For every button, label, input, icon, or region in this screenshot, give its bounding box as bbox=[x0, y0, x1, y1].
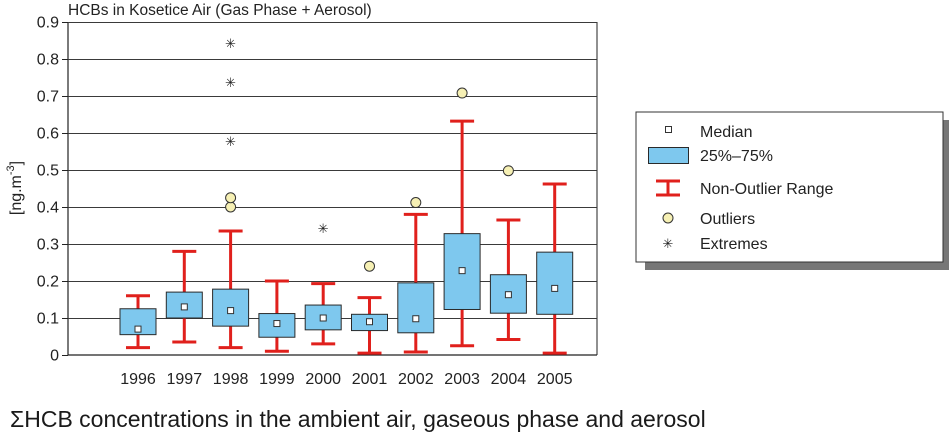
median-marker bbox=[551, 284, 559, 292]
x-tick-label: 2001 bbox=[352, 371, 388, 388]
plot-area: ✳ ✳ ✳ ✳ bbox=[119, 37, 574, 355]
outlier-point bbox=[410, 197, 422, 209]
chart-title: HCBs in Kosetice Air (Gas Phase + Aeroso… bbox=[68, 2, 372, 19]
outlier-point bbox=[502, 165, 514, 177]
box-group-2001 bbox=[351, 260, 388, 355]
x-tick-label: 2003 bbox=[444, 371, 480, 388]
iqr-box bbox=[397, 282, 435, 334]
y-axis-label: [ng.m-3] bbox=[5, 161, 25, 215]
y-tick-label: 0.3 bbox=[37, 237, 59, 254]
median-marker bbox=[458, 267, 466, 275]
extreme-point: ✳ bbox=[318, 222, 329, 237]
iqr-box bbox=[536, 251, 574, 315]
median-marker bbox=[134, 325, 142, 333]
x-tick-label: 1996 bbox=[120, 371, 156, 388]
legend-median-swatch bbox=[665, 126, 672, 133]
x-tick-label: 2002 bbox=[398, 371, 434, 388]
legend-range-label: Non-Outlier Range bbox=[700, 181, 834, 198]
legend-outliers-label: Outliers bbox=[700, 211, 755, 228]
median-marker bbox=[412, 315, 420, 323]
legend-median-label: Median bbox=[700, 124, 752, 141]
median-marker bbox=[273, 320, 281, 328]
median-marker bbox=[504, 291, 512, 299]
legend-whisker-swatch bbox=[656, 179, 680, 197]
extreme-point: ✳ bbox=[225, 76, 236, 91]
box-group-2003 bbox=[443, 87, 481, 348]
x-tick-label: 1997 bbox=[167, 371, 203, 388]
y-tick-label: 0.9 bbox=[37, 15, 59, 32]
outlier-point bbox=[364, 260, 375, 272]
y-tick-labels: 0 0.1 0.2 0.3 0.4 0.5 0.6 0.7 0.8 0.9 bbox=[37, 15, 59, 365]
legend-extremes-label: Extremes bbox=[700, 236, 768, 253]
median-marker bbox=[319, 314, 327, 322]
x-tick-label: 2000 bbox=[305, 371, 341, 388]
box-group-2005 bbox=[536, 182, 574, 355]
y-tick-label: 0.6 bbox=[37, 126, 59, 143]
y-tick-label: 0.1 bbox=[37, 311, 59, 328]
x-tick-labels: 1996 1997 1998 1999 2000 2001 2002 2003 2004 2005 bbox=[120, 371, 572, 388]
y-tick-label: 0.7 bbox=[37, 89, 59, 106]
median-marker bbox=[227, 307, 235, 315]
y-tick-label: 0.5 bbox=[37, 163, 59, 180]
median-marker bbox=[366, 318, 373, 326]
figure-caption: ΣHCB concentrations in the ambient air, … bbox=[10, 406, 706, 432]
y-tick-label: 0 bbox=[50, 348, 59, 365]
box-group-1997 bbox=[165, 249, 203, 344]
outlier-point bbox=[225, 192, 237, 204]
legend: Median 25%–75% Non-Outlier Range Outlier… bbox=[635, 111, 949, 270]
extreme-point: ✳ bbox=[225, 37, 236, 52]
box-group-1999 bbox=[258, 279, 296, 353]
legend-box-swatch bbox=[648, 147, 689, 164]
legend-box-label: 25%–75% bbox=[700, 148, 773, 165]
y-tick-label: 0.4 bbox=[37, 200, 59, 217]
x-tick-label: 1998 bbox=[213, 371, 249, 388]
box-group-1996 bbox=[119, 294, 157, 350]
box-group-1998: ✳ ✳ ✳ bbox=[212, 37, 250, 350]
box-group-2002 bbox=[397, 197, 435, 354]
box-group-2004 bbox=[489, 165, 527, 341]
legend-extreme-swatch: ✳ bbox=[663, 237, 674, 252]
x-tick-label: 2005 bbox=[537, 371, 573, 388]
extreme-point: ✳ bbox=[225, 135, 236, 150]
box-group-2000: ✳ bbox=[304, 222, 342, 346]
box-plot-chart: HCBs in Kosetice Air (Gas Phase + Aeroso… bbox=[5, 2, 949, 388]
y-tick-label: 0.2 bbox=[37, 274, 59, 291]
y-tick-label: 0.8 bbox=[37, 52, 59, 69]
legend-outlier-swatch bbox=[662, 212, 674, 224]
x-tick-label: 1999 bbox=[259, 371, 295, 388]
outlier-point bbox=[456, 87, 468, 99]
legend-box bbox=[635, 111, 944, 263]
median-marker bbox=[180, 303, 188, 311]
x-tick-label: 2004 bbox=[491, 371, 527, 388]
outlier-point bbox=[225, 201, 237, 213]
